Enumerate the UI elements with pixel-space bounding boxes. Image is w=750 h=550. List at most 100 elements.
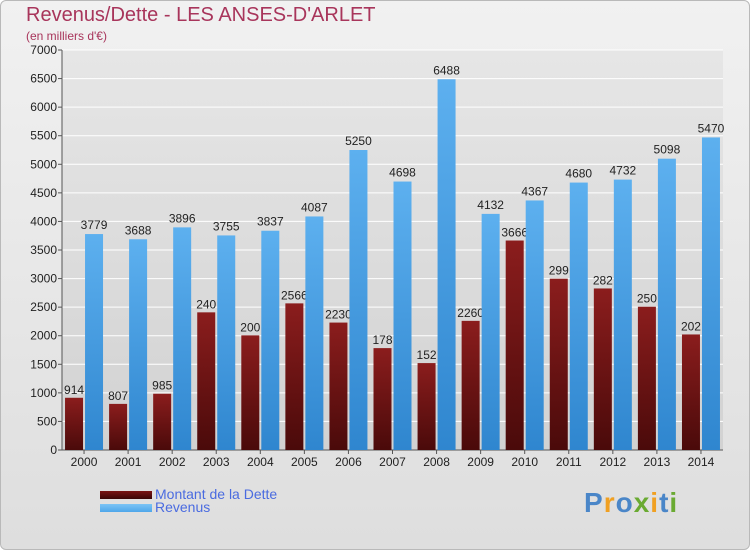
bar-revenus: [525, 200, 544, 450]
y-tick-label: 4500: [30, 186, 57, 200]
bar-revenus: [305, 216, 324, 450]
data-label-dette: 2260: [457, 306, 484, 320]
logo-letter: x: [633, 487, 651, 518]
bar-dette: [65, 397, 84, 450]
y-tick-label: 500: [37, 414, 57, 428]
x-tick-label: 2000: [71, 455, 98, 469]
data-label-revenus: 3688: [125, 223, 152, 237]
bar-dette: [109, 403, 128, 450]
bar-revenus: [481, 213, 500, 450]
data-label-revenus: 3755: [213, 219, 240, 233]
y-tick-label: 3500: [30, 243, 57, 257]
logo-letter: t: [659, 487, 670, 518]
bar-dette: [417, 363, 436, 450]
bar-revenus: [437, 79, 456, 450]
bar-dette: [197, 312, 216, 450]
x-tick-label: 2009: [467, 455, 494, 469]
data-label-revenus: 4367: [521, 184, 548, 198]
bar-revenus: [701, 137, 720, 450]
x-tick-label: 2003: [203, 455, 230, 469]
x-tick-label: 2008: [423, 455, 450, 469]
bar-revenus: [569, 182, 588, 451]
chart-title: Revenus/Dette - LES ANSES-D'ARLET: [26, 4, 376, 26]
y-tick-label: 1500: [30, 357, 57, 371]
chart-subtitle: (en milliers d'€): [26, 29, 107, 43]
x-tick-label: 2012: [599, 455, 626, 469]
bar-revenus: [173, 227, 192, 450]
logo-letter: P: [584, 487, 604, 518]
data-label-revenus: 4132: [477, 198, 504, 212]
bar-revenus: [393, 181, 412, 451]
bar-revenus: [261, 230, 280, 450]
data-label-dette: 3666: [501, 226, 528, 240]
data-label-dette: 914: [64, 383, 84, 397]
y-tick-label: 2000: [30, 329, 57, 343]
y-tick-label: 5500: [30, 129, 57, 143]
data-label-dette: 178: [372, 333, 392, 347]
x-tick-label: 2001: [115, 455, 142, 469]
y-tick-label: 5000: [30, 157, 57, 171]
y-tick-label: 4000: [30, 214, 57, 228]
bar-dette: [241, 335, 260, 450]
x-tick-label: 2007: [379, 455, 406, 469]
data-label-revenus: 4087: [301, 200, 328, 214]
data-label-revenus: 5470: [698, 121, 725, 135]
legend-swatch-revenus: [100, 504, 152, 512]
logo-letter: o: [615, 487, 634, 518]
bar-revenus: [349, 150, 368, 450]
legend-label-revenus: Revenus: [155, 499, 211, 515]
bar-revenus: [657, 158, 676, 450]
logo-letter: r: [603, 487, 616, 518]
data-label-revenus: 3837: [257, 215, 284, 229]
data-label-dette: 282: [593, 273, 613, 287]
bar-dette: [373, 348, 392, 450]
bar-dette: [329, 322, 348, 450]
proxiti-logo: Proxiti: [584, 487, 678, 519]
data-label-revenus: 4732: [609, 164, 636, 178]
data-label-dette: 2230: [325, 308, 352, 322]
bar-dette: [637, 306, 656, 450]
bar-dette: [505, 240, 524, 450]
x-tick-label: 2002: [159, 455, 186, 469]
y-tick-label: 2500: [30, 300, 57, 314]
data-label-revenus: 5250: [345, 134, 372, 148]
data-label-dette: 240: [196, 297, 216, 311]
bar-dette: [549, 278, 568, 450]
bar-revenus: [85, 234, 104, 450]
legend-swatch-dette: [100, 491, 152, 499]
data-label-dette: 985: [152, 379, 172, 393]
y-tick-label: 6000: [30, 100, 57, 114]
bar-dette: [153, 393, 172, 450]
data-label-dette: 152: [417, 348, 437, 362]
data-label-revenus: 4698: [389, 166, 416, 180]
bar-dette: [461, 320, 480, 450]
bar-revenus: [129, 239, 148, 450]
data-label-dette: 2566: [281, 288, 308, 302]
bar-revenus: [613, 179, 632, 450]
x-tick-label: 2006: [335, 455, 362, 469]
data-label-revenus: 3779: [81, 218, 108, 232]
y-tick-label: 1000: [30, 386, 57, 400]
x-tick-label: 2005: [291, 455, 318, 469]
data-label-dette: 250: [637, 292, 657, 306]
data-label-dette: 807: [108, 389, 128, 403]
bar-revenus: [217, 235, 236, 450]
bar-dette: [681, 334, 700, 450]
logo-letter: i: [650, 487, 660, 518]
data-label-revenus: 4680: [565, 167, 592, 181]
data-label-revenus: 5098: [654, 143, 681, 157]
y-tick-label: 7000: [30, 43, 57, 57]
data-label-revenus: 6488: [433, 63, 460, 77]
logo-letter: i: [669, 487, 679, 518]
data-label-dette: 200: [240, 320, 260, 334]
x-tick-label: 2010: [511, 455, 538, 469]
x-tick-label: 2014: [688, 455, 715, 469]
y-tick-label: 0: [50, 443, 57, 457]
x-tick-label: 2013: [644, 455, 671, 469]
x-tick-label: 2011: [556, 455, 582, 469]
data-label-dette: 299: [549, 264, 569, 278]
data-label-dette: 202: [681, 319, 701, 333]
legend-label-dette: Montant de la Dette: [155, 486, 278, 502]
bar-dette: [593, 288, 612, 450]
